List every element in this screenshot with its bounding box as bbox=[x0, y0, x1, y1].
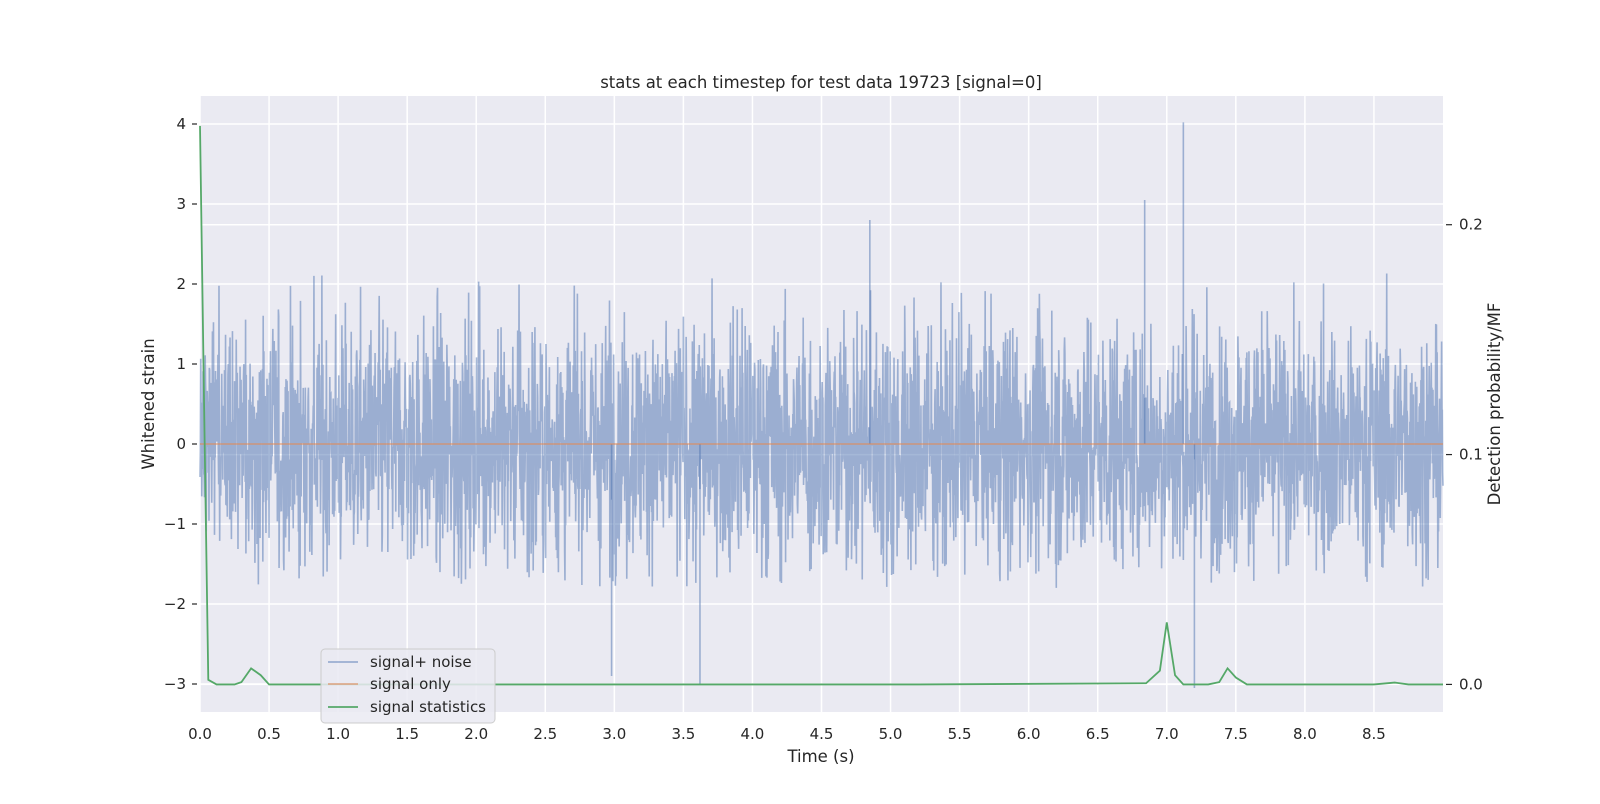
x-tick-label: 8.5 bbox=[1362, 725, 1386, 743]
chart-title: stats at each timestep for test data 197… bbox=[600, 73, 1042, 92]
legend-label-signal-noise: signal+ noise bbox=[370, 653, 472, 671]
y-tick-label: 4 bbox=[176, 115, 186, 133]
y2-tick-label: 0.2 bbox=[1459, 216, 1483, 234]
ticks: 0.0 0.5 1.0 1.5 2.0 2.5 3.0 3.5 4.0 4.5 5.0 5.5 6.0 6… bbox=[164, 115, 1483, 743]
x-tick-label: 2.5 bbox=[533, 725, 557, 743]
y-tick-label: 0 bbox=[176, 435, 186, 453]
y-tick-label: −2 bbox=[164, 595, 186, 613]
x-tick-label: 5.5 bbox=[948, 725, 972, 743]
x-tick-label: 3.5 bbox=[671, 725, 695, 743]
y2-tick-label: 0.0 bbox=[1459, 675, 1483, 693]
x-tick-label: 6.0 bbox=[1017, 725, 1041, 743]
legend-label-signal-statistics: signal statistics bbox=[370, 698, 486, 716]
series-line-signal-noise bbox=[199, 273, 1444, 588]
x-tick-label: 1.5 bbox=[395, 725, 419, 743]
y-tick-label: −1 bbox=[164, 515, 186, 533]
x-tick-label: 0.0 bbox=[188, 725, 212, 743]
x-tick-label: 4.0 bbox=[741, 725, 765, 743]
x-tick-label: 2.0 bbox=[464, 725, 488, 743]
x-tick-label: 7.0 bbox=[1155, 725, 1179, 743]
x-axis-label: Time (s) bbox=[786, 747, 854, 766]
y-tick-label: 3 bbox=[176, 195, 186, 213]
x-tick-label: 8.0 bbox=[1293, 725, 1317, 743]
legend-box bbox=[320, 648, 496, 724]
y2-axis-label: Detection probability/MF bbox=[1485, 303, 1504, 506]
legend-label-signal-only: signal only bbox=[370, 675, 451, 693]
x-tick-label: 3.0 bbox=[602, 725, 626, 743]
x-tick-label: 6.5 bbox=[1086, 725, 1110, 743]
x-tick-label: 5.0 bbox=[879, 725, 903, 743]
series-line-signal-statistics bbox=[199, 125, 1443, 686]
legend: signal+ noise signal only signal statist… bbox=[320, 648, 496, 724]
y-tick-label: −3 bbox=[164, 675, 186, 693]
x-tick-label: 0.5 bbox=[257, 725, 281, 743]
y-axis-label: Whitened strain bbox=[139, 338, 158, 469]
y-tick-label: 2 bbox=[176, 275, 186, 293]
series-layer bbox=[199, 122, 1444, 688]
x-tick-label: 1.0 bbox=[326, 725, 350, 743]
y2-tick-label: 0.1 bbox=[1459, 446, 1483, 464]
x-tick-label: 4.5 bbox=[810, 725, 834, 743]
x-tick-label: 7.5 bbox=[1224, 725, 1248, 743]
y-tick-label: 1 bbox=[176, 355, 186, 373]
